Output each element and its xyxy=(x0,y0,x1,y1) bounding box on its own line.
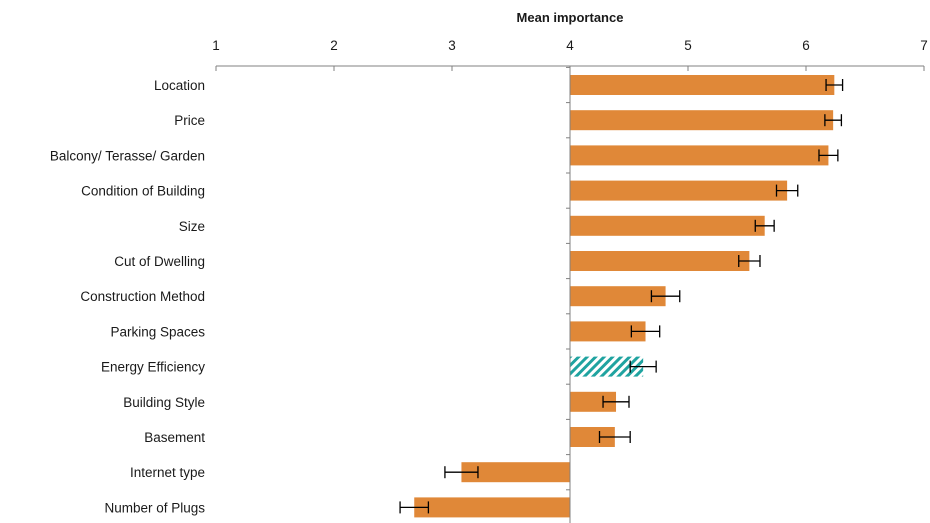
bar xyxy=(570,251,750,271)
bar xyxy=(570,75,835,95)
category-label: Energy Efficiency xyxy=(101,360,205,375)
bar xyxy=(570,215,765,236)
bar xyxy=(570,321,646,342)
bars xyxy=(399,66,844,518)
category-label: Price xyxy=(174,113,205,128)
x-axis: 1 2 3 4 5 6 7 xyxy=(212,38,928,71)
bar xyxy=(414,497,570,518)
category-label: Parking Spaces xyxy=(110,324,205,339)
category-label: Cut of Dwelling xyxy=(114,254,205,269)
x-tick-label: 3 xyxy=(448,38,456,53)
category-label: Number of Plugs xyxy=(104,500,205,515)
bar xyxy=(570,180,788,201)
bar xyxy=(570,427,615,447)
category-label: Construction Method xyxy=(80,289,205,304)
bar xyxy=(570,110,834,131)
x-tick-label: 2 xyxy=(330,38,338,53)
bar xyxy=(570,145,829,166)
x-axis-title: Mean importance xyxy=(517,10,624,25)
bar xyxy=(461,462,570,483)
category-label: Building Style xyxy=(123,395,205,410)
x-tick-label: 6 xyxy=(802,38,810,53)
x-tick-label: 7 xyxy=(920,38,928,53)
bar xyxy=(570,391,617,412)
x-tick-label: 4 xyxy=(566,38,574,53)
category-label: Balcony/ Terasse/ Garden xyxy=(50,148,205,163)
category-label: Internet type xyxy=(130,465,205,480)
category-label: Location xyxy=(154,78,205,93)
bar xyxy=(570,286,666,307)
bar xyxy=(570,356,644,377)
y-axis-labels: Location Price Balcony/ Terasse/ Garden Con… xyxy=(50,78,205,515)
x-tick-label: 1 xyxy=(212,38,220,53)
category-label: Basement xyxy=(144,430,205,445)
category-label: Condition of Building xyxy=(81,184,205,199)
category-label: Size xyxy=(179,219,205,234)
x-tick-label: 5 xyxy=(684,38,692,53)
